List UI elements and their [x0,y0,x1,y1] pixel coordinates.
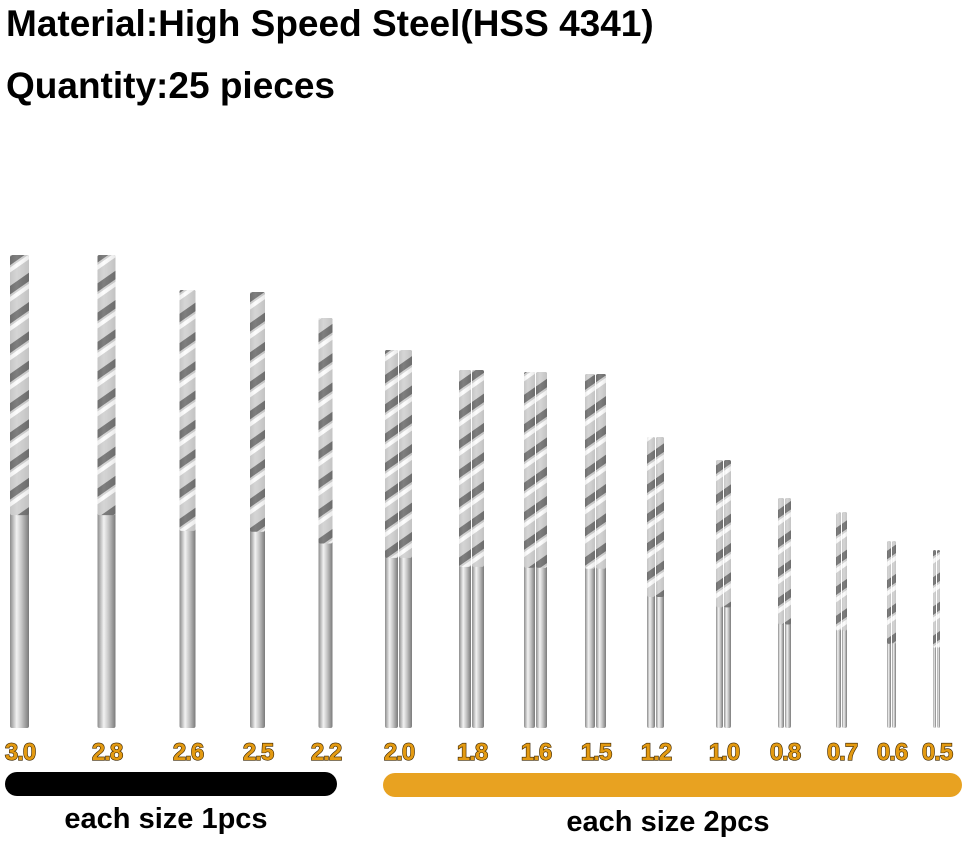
size-label: 0.8 [770,739,801,766]
size-label: 1.2 [641,739,672,766]
size-labels: 3.0 2.8 2.6 2.5 2.2 2.0 1.8 1.6 1.5 1.2 1.0 0.8 0.7 0… [4,738,954,766]
group-label: each size 1pcs [64,803,267,835]
drill-flute [596,374,606,569]
size-label: 2.6 [173,739,204,766]
size-label: 1.6 [521,739,552,766]
drill-flute [716,460,723,608]
group-bar-double [383,773,962,797]
size-label: 0.7 [827,739,858,766]
drill-flute [318,318,333,544]
size-label: 1.8 [457,739,488,766]
size-label: 2.2 [311,739,342,766]
drill-flute [472,370,484,567]
drill-flute [785,498,791,625]
size-label: 2.0 [384,739,415,766]
group-label: each size 2pcs [566,806,769,838]
drill-flute [937,550,940,648]
quantity-title: Quantity:25 pieces [6,65,335,106]
drill-flute [250,292,265,532]
drill-flute [647,437,655,598]
drill-flute [892,541,896,644]
drill-flute [656,437,664,598]
size-label: 3.0 [5,739,36,766]
drill-flute [836,512,841,631]
drill-flute [524,372,535,568]
size-label: 1.0 [709,739,740,766]
size-label: 0.5 [922,739,953,766]
drill-flute [10,255,29,516]
drill-flute [933,550,936,648]
drill-flute [724,460,731,608]
drill-bits [10,255,940,728]
drill-flute [97,255,116,516]
drill-flute [536,372,547,568]
size-label: 2.8 [92,739,123,766]
material-title: Material:High Speed Steel(HSS 4341) [6,3,654,44]
size-label: 2.5 [243,739,274,766]
drill-flute [887,541,891,644]
drill-flute [385,350,398,558]
size-label: 1.5 [581,739,612,766]
drill-flute [842,512,847,631]
group-bar-single [5,772,337,796]
drill-flute [179,290,196,531]
drill-flute [585,374,595,569]
drill-flute [778,498,784,625]
size-label: 0.6 [877,739,908,766]
drill-flute [459,370,471,567]
drill-flute [399,350,412,558]
